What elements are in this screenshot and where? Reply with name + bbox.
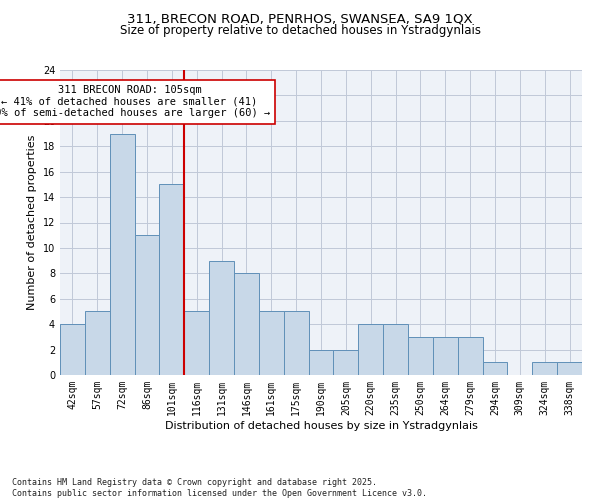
Bar [383,324,408,375]
Bar [234,274,259,375]
Bar [408,337,433,375]
Bar [160,184,184,375]
Bar [110,134,134,375]
Bar [134,235,160,375]
Bar [184,312,209,375]
Bar [334,350,358,375]
Bar [433,337,458,375]
Bar [557,362,582,375]
Y-axis label: Number of detached properties: Number of detached properties [27,135,37,310]
Bar [60,324,85,375]
Bar [308,350,334,375]
Bar [532,362,557,375]
Bar [259,312,284,375]
Bar [85,312,110,375]
Bar [458,337,482,375]
Text: Size of property relative to detached houses in Ystradgynlais: Size of property relative to detached ho… [119,24,481,37]
Bar [358,324,383,375]
X-axis label: Distribution of detached houses by size in Ystradgynlais: Distribution of detached houses by size … [164,420,478,430]
Bar [209,260,234,375]
Bar [482,362,508,375]
Text: 311, BRECON ROAD, PENRHOS, SWANSEA, SA9 1QX: 311, BRECON ROAD, PENRHOS, SWANSEA, SA9 … [127,12,473,26]
Text: 311 BRECON ROAD: 105sqm
← 41% of detached houses are smaller (41)
59% of semi-de: 311 BRECON ROAD: 105sqm ← 41% of detache… [0,85,270,118]
Bar [284,312,308,375]
Text: Contains HM Land Registry data © Crown copyright and database right 2025.
Contai: Contains HM Land Registry data © Crown c… [12,478,427,498]
